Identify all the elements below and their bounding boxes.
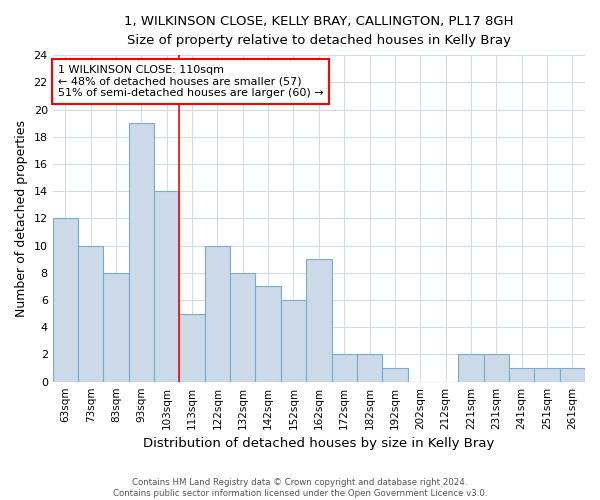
Bar (357, 354, 382, 382)
Text: Contains HM Land Registry data © Crown copyright and database right 2024.
Contai: Contains HM Land Registry data © Crown c… (113, 478, 487, 498)
Bar (560, 368, 585, 382)
Y-axis label: Number of detached properties: Number of detached properties (15, 120, 28, 317)
Bar (332, 354, 357, 382)
Title: 1, WILKINSON CLOSE, KELLY BRAY, CALLINGTON, PL17 8GH
Size of property relative t: 1, WILKINSON CLOSE, KELLY BRAY, CALLINGT… (124, 15, 514, 47)
Bar (179, 314, 205, 382)
Bar (509, 368, 535, 382)
Text: 1 WILKINSON CLOSE: 110sqm
← 48% of detached houses are smaller (57)
51% of semi-: 1 WILKINSON CLOSE: 110sqm ← 48% of detac… (58, 65, 323, 98)
Bar (53, 218, 78, 382)
Bar (205, 246, 230, 382)
Bar (382, 368, 407, 382)
Bar (103, 273, 129, 382)
Bar (129, 123, 154, 382)
Bar (458, 354, 484, 382)
Bar (535, 368, 560, 382)
Bar (306, 259, 332, 382)
Bar (78, 246, 103, 382)
Bar (281, 300, 306, 382)
X-axis label: Distribution of detached houses by size in Kelly Bray: Distribution of detached houses by size … (143, 437, 494, 450)
Bar (256, 286, 281, 382)
Bar (230, 273, 256, 382)
Bar (484, 354, 509, 382)
Bar (154, 191, 179, 382)
